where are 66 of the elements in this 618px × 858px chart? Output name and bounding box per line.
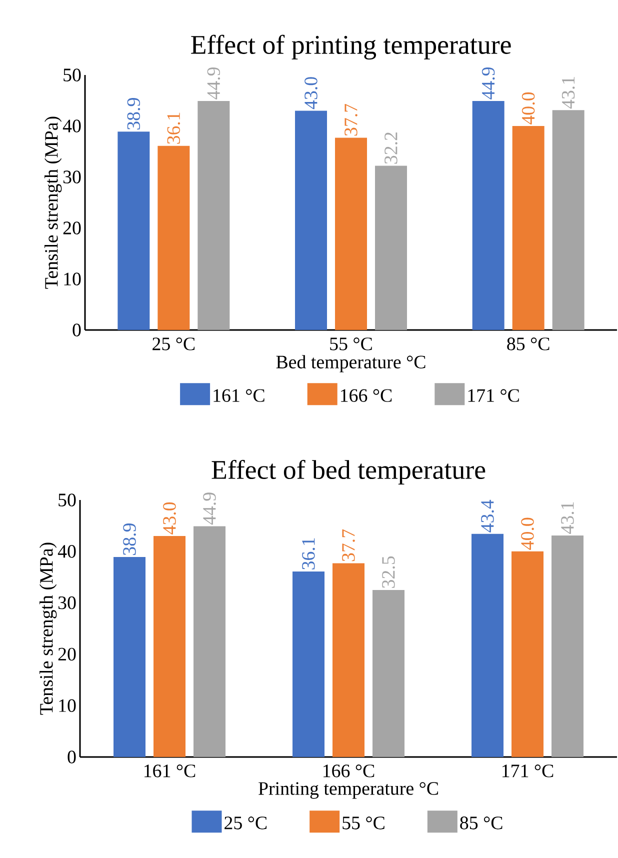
bar	[295, 110, 328, 330]
x-tick-label: 25 °C	[152, 338, 195, 350]
x-axis-title: Bed temperature °C	[276, 355, 426, 372]
y-tick-label: 10	[64, 272, 81, 286]
data-label: 32.2	[384, 132, 398, 164]
bar	[552, 535, 584, 757]
legend-label: 25 °C	[224, 816, 267, 830]
data-label: 36.1	[167, 112, 180, 144]
data-label: 32.5	[382, 556, 396, 588]
y-axis-title: Tensile strength (MPa)	[44, 116, 62, 289]
x-tick-label: 85 °C	[507, 338, 550, 350]
data-label: 44.9	[203, 492, 216, 525]
data-label: 43.4	[481, 500, 494, 532]
bar	[158, 146, 190, 330]
y-tick-label: 20	[64, 222, 81, 234]
data-label: 38.9	[123, 524, 136, 555]
bar	[332, 563, 365, 757]
bar	[472, 534, 504, 757]
x-tick-label: 166 °C	[324, 764, 374, 778]
y-tick-label: 50	[64, 68, 81, 82]
bar	[512, 551, 544, 757]
y-tick-label: 0	[68, 750, 76, 764]
legend-label: 161 °C	[214, 389, 264, 402]
data-label: 43.1	[561, 502, 574, 534]
bar	[114, 557, 146, 757]
data-label: 44.9	[207, 67, 220, 100]
data-label: 38.9	[127, 98, 140, 130]
y-tick-label: 30	[64, 170, 81, 184]
bar	[198, 101, 230, 330]
x-tick-label: 171 °C	[502, 764, 554, 778]
bar	[372, 590, 405, 757]
chart-title: Effect of printing temperature	[191, 34, 511, 60]
y-tick-label: 20	[58, 648, 76, 661]
y-axis-title: Tensile strength (MPa)	[40, 542, 57, 715]
legend-label: 171 °C	[468, 389, 520, 402]
bar	[154, 536, 186, 757]
y-tick-label: 40	[58, 545, 76, 558]
x-tick-label: 55 °C	[330, 338, 372, 350]
bar	[512, 126, 544, 330]
bar	[194, 526, 226, 757]
bar	[375, 166, 408, 330]
chart-title: Effect of bed temperature	[212, 460, 486, 485]
bar	[472, 101, 504, 330]
data-label: 43.1	[562, 76, 575, 109]
y-tick-label: 50	[58, 494, 76, 506]
data-label: 37.7	[342, 529, 356, 562]
y-tick-label: 30	[58, 596, 76, 610]
data-label: 36.1	[302, 538, 316, 570]
legend-label: 85 °C	[460, 816, 502, 830]
data-label: 44.9	[482, 67, 495, 100]
legend-label: 166 °C	[341, 389, 392, 402]
data-label: 40.0	[521, 518, 534, 550]
bar	[552, 110, 584, 330]
data-label: 40.0	[522, 92, 535, 124]
data-label: 37.7	[344, 104, 358, 136]
data-label: 43.0	[304, 77, 318, 110]
bar	[292, 571, 325, 757]
x-axis-title: Printing temperature °C	[258, 782, 438, 799]
legend-label: 55 °C	[342, 816, 385, 830]
bar	[118, 132, 150, 330]
y-tick-label: 40	[63, 120, 81, 132]
y-tick-label: 0	[72, 324, 81, 336]
x-tick-label: 161 °C	[144, 764, 196, 778]
bar	[335, 138, 368, 330]
y-tick-label: 10	[59, 699, 76, 712]
data-label: 43.0	[163, 502, 176, 534]
